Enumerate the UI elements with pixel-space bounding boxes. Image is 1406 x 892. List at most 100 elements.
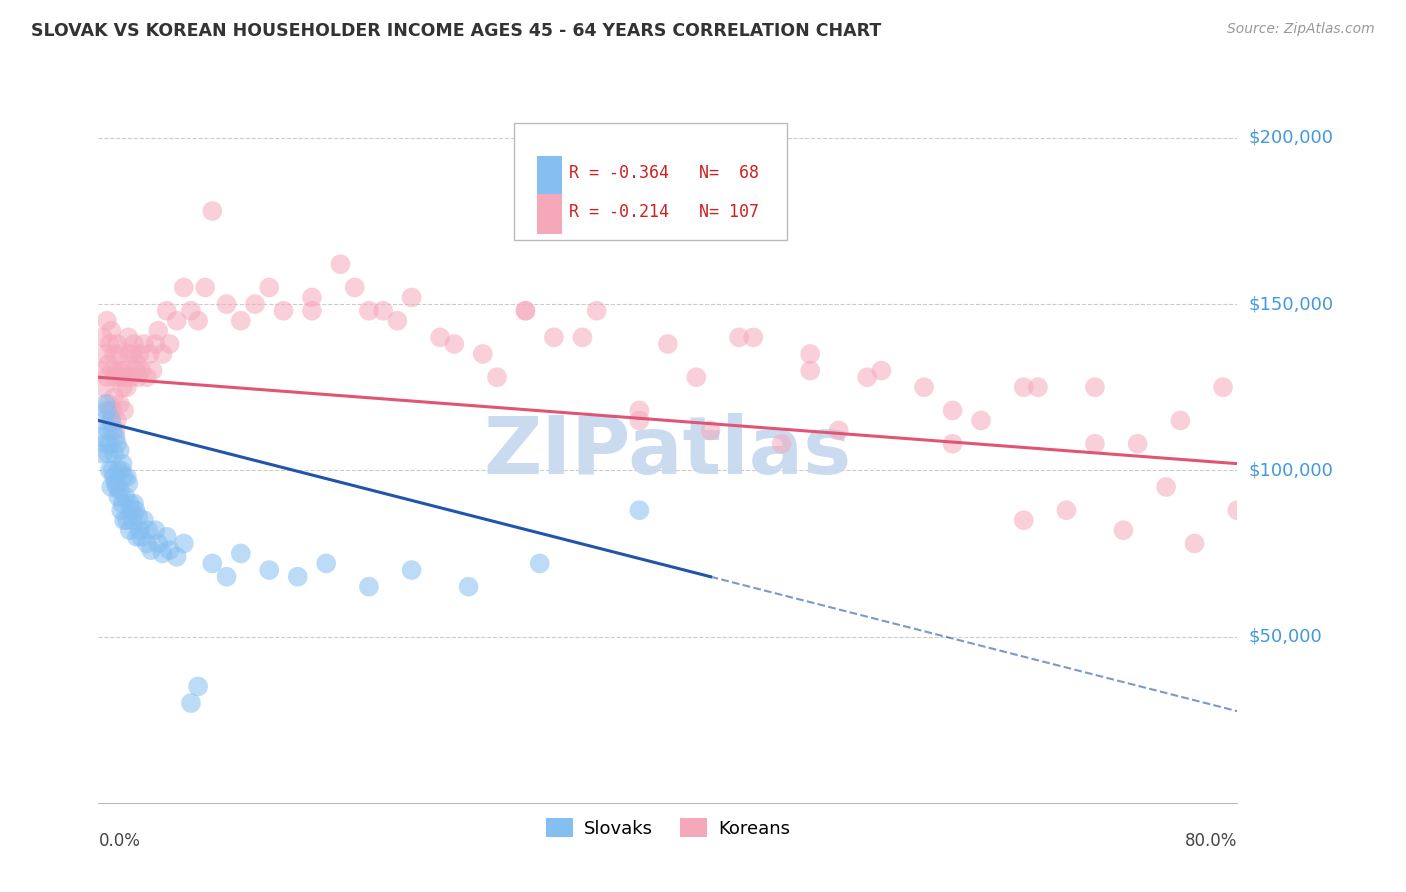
Point	[173, 536, 195, 550]
Point	[112, 513, 135, 527]
Point	[194, 280, 217, 294]
Point	[97, 357, 120, 371]
Point	[138, 347, 160, 361]
Point	[799, 363, 821, 377]
Point	[148, 536, 170, 550]
Point	[1084, 380, 1107, 394]
Point	[117, 330, 139, 344]
Point	[315, 557, 337, 571]
Point	[259, 280, 281, 294]
Point	[96, 403, 118, 417]
Point	[115, 513, 138, 527]
Point	[156, 530, 179, 544]
Point	[114, 370, 136, 384]
Point	[243, 297, 266, 311]
Point	[942, 403, 965, 417]
Point	[373, 303, 395, 318]
Point	[110, 363, 132, 377]
Point	[114, 490, 136, 504]
Point	[443, 337, 465, 351]
Point	[107, 490, 129, 504]
Point	[828, 424, 851, 438]
Point	[97, 447, 120, 461]
Point	[543, 330, 565, 344]
Point	[770, 436, 793, 450]
Point	[229, 314, 252, 328]
Point	[93, 413, 115, 427]
Point	[94, 436, 117, 450]
Point	[1012, 513, 1035, 527]
Point	[457, 580, 479, 594]
Point	[110, 370, 132, 384]
Point	[108, 443, 131, 458]
Point	[107, 463, 129, 477]
Point	[103, 447, 125, 461]
Point	[870, 363, 893, 377]
Point	[401, 290, 423, 304]
Point	[104, 370, 127, 384]
Point	[98, 463, 121, 477]
Point	[166, 549, 188, 564]
Point	[115, 470, 138, 484]
Point	[124, 363, 146, 377]
Point	[105, 337, 128, 351]
Point	[571, 330, 593, 344]
Point	[343, 280, 366, 294]
Point	[215, 297, 238, 311]
Point	[121, 347, 143, 361]
Point	[111, 497, 134, 511]
Point	[515, 303, 537, 318]
Point	[101, 363, 124, 377]
Point	[127, 370, 149, 384]
Point	[529, 557, 551, 571]
Point	[98, 337, 121, 351]
Point	[112, 470, 135, 484]
Point	[152, 347, 174, 361]
Point	[129, 530, 152, 544]
Text: R = -0.364   N=  68: R = -0.364 N= 68	[569, 164, 759, 182]
Point	[104, 424, 127, 438]
Point	[111, 380, 134, 394]
Point	[91, 447, 114, 461]
Point	[135, 536, 157, 550]
Point	[105, 436, 128, 450]
Point	[728, 330, 751, 344]
Point	[96, 370, 118, 384]
Point	[132, 513, 155, 527]
Point	[1154, 480, 1177, 494]
Point	[100, 324, 122, 338]
Point	[108, 347, 131, 361]
Point	[1056, 503, 1078, 517]
Point	[628, 403, 651, 417]
Point	[98, 436, 121, 450]
Point	[97, 397, 120, 411]
Point	[471, 347, 494, 361]
Point	[742, 330, 765, 344]
Point	[103, 470, 125, 484]
Point	[628, 503, 651, 517]
Point	[628, 413, 651, 427]
Point	[90, 430, 112, 444]
Point	[98, 403, 121, 417]
Point	[273, 303, 295, 318]
Point	[187, 680, 209, 694]
Point	[215, 570, 238, 584]
Point	[122, 497, 145, 511]
Point	[120, 503, 142, 517]
Point	[129, 363, 152, 377]
Point	[104, 430, 127, 444]
Point	[90, 363, 112, 377]
Point	[128, 523, 150, 537]
Point	[111, 457, 134, 471]
Point	[96, 314, 118, 328]
Point	[148, 324, 170, 338]
Point	[152, 546, 174, 560]
Point	[118, 497, 141, 511]
Point	[122, 337, 145, 351]
Point	[259, 563, 281, 577]
Point	[100, 413, 122, 427]
Point	[125, 530, 148, 544]
Point	[136, 523, 159, 537]
Point	[139, 543, 162, 558]
Point	[100, 413, 122, 427]
